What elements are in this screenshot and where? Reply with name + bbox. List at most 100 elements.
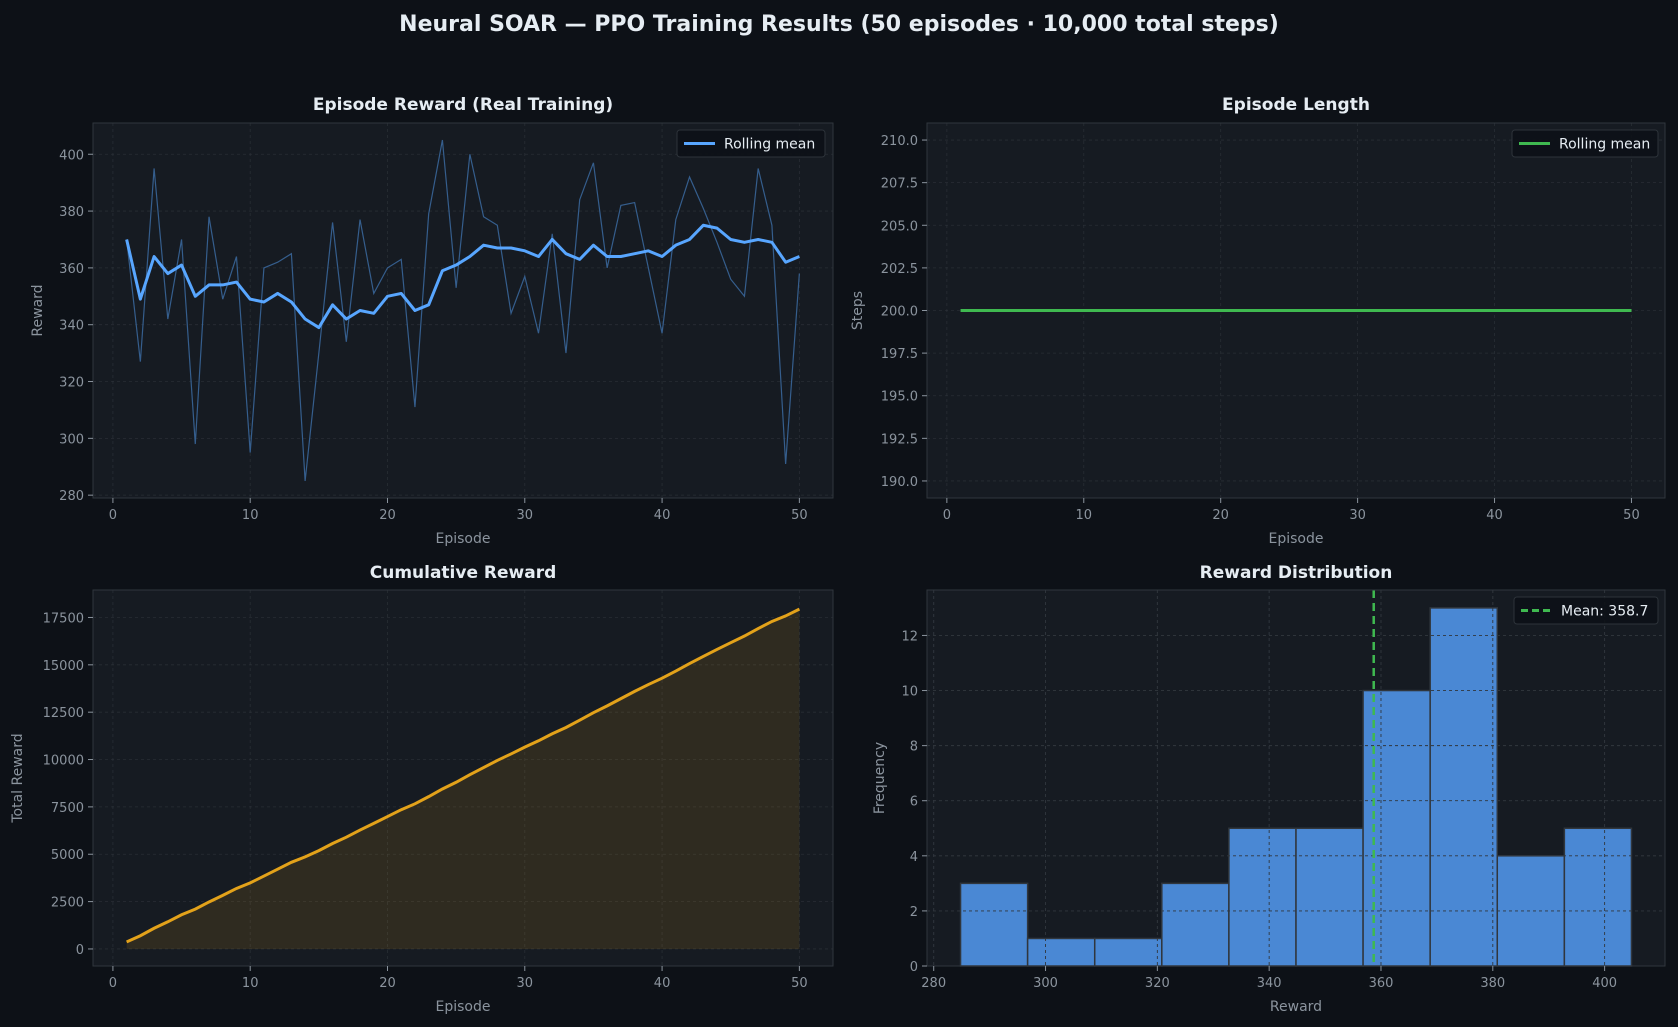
y-tick-label: 202.5 [881, 262, 918, 277]
y-tick-label: 2 [910, 905, 918, 920]
histogram-bar [1429, 607, 1499, 967]
x-tick-label: 0 [109, 508, 117, 523]
legend: Rolling mean [676, 129, 826, 158]
y-axis-label: Reward [30, 284, 46, 336]
legend-box [1511, 129, 1659, 158]
y-tick-label: 192.5 [881, 432, 918, 447]
panel-title: Episode Length [1222, 95, 1370, 115]
x-tick-label: 40 [654, 508, 671, 523]
y-axis-label: Steps [850, 291, 866, 330]
y-tick-label: 12500 [43, 706, 84, 721]
legend-label: Rolling mean [1559, 137, 1650, 153]
x-tick-label: 10 [242, 976, 259, 991]
x-tick-label: 360 [1369, 976, 1394, 991]
axes-frame [92, 122, 834, 499]
y-tick-label: 0 [76, 943, 84, 958]
legend: Mean: 358.7 [1513, 596, 1659, 625]
y-tick-label: 5000 [51, 848, 84, 863]
legend-box [676, 129, 826, 158]
y-tick-label: 190.0 [881, 475, 918, 490]
x-tick-label: 50 [1623, 508, 1640, 523]
y-tick-label: 280 [59, 489, 84, 504]
histogram-bar [1563, 827, 1633, 967]
x-tick-label: 20 [379, 508, 396, 523]
y-tick-label: 10000 [43, 754, 84, 769]
y-tick-label: 4 [910, 850, 918, 865]
y-tick-label: 2500 [51, 896, 84, 911]
y-tick-label: 197.5 [881, 347, 918, 362]
x-tick-label: 320 [1145, 976, 1170, 991]
y-tick-label: 10 [901, 685, 918, 700]
y-tick-label: 380 [59, 205, 84, 220]
histogram-bar [1228, 827, 1297, 967]
y-axis-label: Total Reward [10, 733, 26, 823]
x-tick-label: 20 [1212, 508, 1229, 523]
legend-label: Mean: 358.7 [1561, 604, 1648, 620]
panel-title: Reward Distribution [1200, 563, 1393, 583]
y-tick-label: 400 [59, 148, 84, 163]
x-tick-label: 30 [517, 976, 534, 991]
y-tick-label: 0 [910, 960, 918, 975]
y-tick-label: 200.0 [881, 305, 918, 320]
y-tick-label: 210.0 [881, 134, 918, 149]
x-tick-label: 50 [791, 976, 808, 991]
y-tick-label: 320 [59, 376, 84, 391]
y-tick-label: 12 [901, 629, 918, 644]
y-tick-label: 205.0 [881, 219, 918, 234]
x-tick-label: 30 [1349, 508, 1366, 523]
x-tick-label: 380 [1480, 976, 1505, 991]
grid [93, 590, 833, 966]
x-tick-label: 10 [1076, 508, 1093, 523]
grid [93, 123, 833, 498]
panel-title: Episode Reward (Real Training) [313, 95, 613, 115]
panel-title: Cumulative Reward [370, 563, 557, 583]
y-tick-label: 17500 [43, 611, 84, 626]
x-tick-label: 400 [1592, 976, 1617, 991]
y-tick-label: 195.0 [881, 390, 918, 405]
panel-4: 280 300 320 340 360 380 400 0 2 4 6 8 10 12 Reward Dis… [872, 563, 1666, 1015]
x-axis-label: Episode [436, 531, 491, 547]
x-tick-label: 300 [1033, 976, 1058, 991]
y-tick-label: 300 [59, 432, 84, 447]
rolling-mean-line [125, 223, 800, 330]
histogram-bar [1295, 827, 1364, 967]
y-tick-label: 6 [910, 795, 918, 810]
legend: Rolling mean [1511, 129, 1659, 158]
axes-frame [926, 589, 1666, 967]
x-axis-label: Episode [1269, 531, 1324, 547]
x-tick-label: 10 [242, 508, 259, 523]
y-tick-label: 340 [59, 319, 84, 334]
y-tick-label: 8 [910, 740, 918, 755]
y-tick-label: 15000 [43, 659, 84, 674]
histogram-bar [959, 882, 1029, 967]
histogram-bar [1496, 855, 1566, 967]
histogram-bar [1161, 882, 1230, 967]
axes-frame [92, 589, 834, 967]
x-tick-label: 280 [921, 976, 946, 991]
x-axis-label: Episode [436, 999, 491, 1015]
y-tick-label: 360 [59, 262, 84, 277]
histogram-bar [1093, 937, 1163, 967]
x-tick-label: 40 [1486, 508, 1503, 523]
x-axis-label: Reward [1270, 999, 1322, 1015]
legend-box [1513, 596, 1659, 625]
x-tick-label: 0 [109, 976, 117, 991]
x-tick-label: 0 [943, 508, 951, 523]
x-tick-label: 340 [1257, 976, 1282, 991]
y-tick-label: 207.5 [881, 177, 918, 192]
x-tick-label: 30 [517, 508, 534, 523]
panel-1: 0 10 20 30 40 50 280 300 320 340 360 380 400 Episode … [30, 95, 834, 547]
panel-2: 0 10 20 30 40 50 190.0 192.5 195.0 197.5 200.0 202.… [850, 95, 1666, 547]
histogram-bar [1026, 937, 1096, 967]
legend-label: Rolling mean [724, 137, 815, 153]
panel-3: 0 10 20 30 40 50 0 2500 5000 7500 10000 12500 15000 1… [10, 563, 834, 1015]
x-tick-label: 20 [379, 976, 396, 991]
y-tick-label: 7500 [51, 801, 84, 816]
figure-title: Neural SOAR — PPO Training Results (50 e… [399, 12, 1279, 37]
axes-background [93, 123, 833, 498]
cumulative-line [126, 607, 801, 944]
y-axis-label: Frequency [872, 742, 888, 814]
raw-reward-line [126, 139, 800, 482]
x-tick-label: 40 [654, 976, 671, 991]
